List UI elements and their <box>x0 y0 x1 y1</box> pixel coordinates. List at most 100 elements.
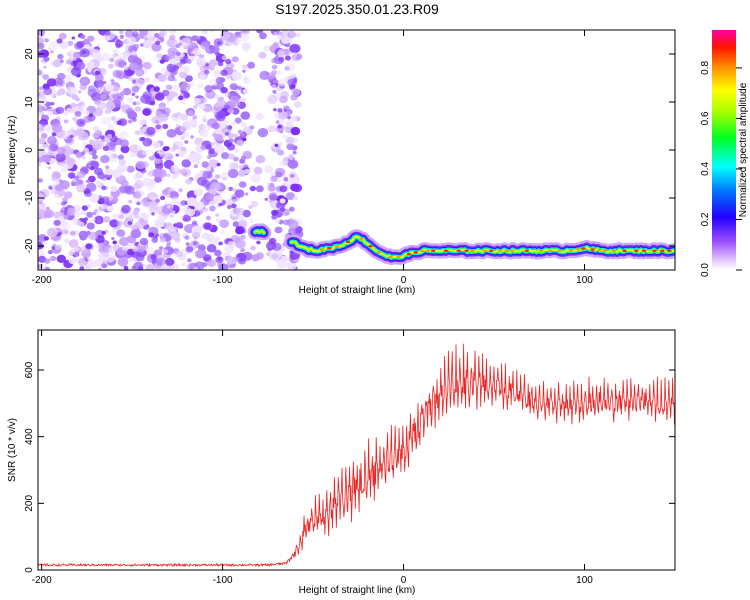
noise-speckle <box>186 59 192 64</box>
noise-speckle <box>70 60 77 67</box>
noise-speckle <box>192 220 197 225</box>
noise-speckle <box>273 42 279 47</box>
noise-speckle <box>127 54 139 64</box>
noise-speckle <box>135 68 145 77</box>
y-tick-label: 200 <box>24 495 35 512</box>
carrier-peak <box>510 249 515 252</box>
noise-speckle <box>98 267 102 270</box>
noise-speckle <box>135 243 147 253</box>
noise-speckle <box>277 78 287 87</box>
noise-speckle <box>38 90 45 98</box>
noise-speckle <box>202 171 210 178</box>
noise-speckle <box>97 101 107 110</box>
noise-speckle <box>38 42 45 49</box>
carrier-peak <box>413 251 418 254</box>
noise-speckle <box>99 135 105 140</box>
noise-speckle <box>161 67 166 72</box>
noise-speckle <box>108 63 114 69</box>
spectrogram-x-axis-label: Height of straight line (km) <box>299 285 416 296</box>
noise-speckle <box>266 252 271 256</box>
noise-speckle <box>225 74 231 79</box>
noise-speckle <box>112 48 119 54</box>
noise-speckle <box>166 173 171 178</box>
noise-speckle <box>143 263 147 267</box>
noise-speckle <box>151 237 158 244</box>
noise-speckle <box>99 196 110 205</box>
x-tick-label: -200 <box>32 575 52 586</box>
noise-speckle <box>201 30 208 35</box>
noise-speckle <box>85 258 89 262</box>
noise-speckle <box>277 178 282 183</box>
noise-speckle <box>111 237 115 240</box>
noise-speckle <box>253 166 263 175</box>
noise-speckle <box>68 251 74 257</box>
noise-speckle <box>209 205 216 212</box>
noise-speckle <box>132 79 137 84</box>
noise-speckle <box>108 247 116 254</box>
noise-speckle <box>189 81 195 87</box>
y-tick-label: -10 <box>24 190 35 205</box>
noise-speckle <box>255 112 264 120</box>
noise-speckle <box>193 241 198 245</box>
noise-speckle <box>217 256 223 261</box>
noise-speckle <box>83 110 90 115</box>
noise-speckle <box>144 202 151 208</box>
noise-speckle <box>242 69 246 73</box>
y-tick-label: 10 <box>24 96 35 108</box>
noise-speckle <box>85 43 91 49</box>
carrier-peak <box>652 249 657 252</box>
noise-speckle <box>235 183 239 187</box>
noise-speckle <box>96 79 105 88</box>
noise-speckle <box>76 118 86 127</box>
noise-speckle <box>179 151 185 158</box>
noise-speckle <box>102 251 110 258</box>
noise-speckle <box>243 78 251 84</box>
noise-speckle <box>94 167 103 176</box>
noise-speckle <box>172 77 177 82</box>
y-tick-label: 0 <box>24 147 35 153</box>
noise-speckle <box>290 183 300 192</box>
noise-speckle <box>116 220 123 226</box>
noise-speckle <box>277 35 283 40</box>
noise-speckle <box>112 69 122 78</box>
noise-speckle <box>86 259 97 269</box>
noise-speckle <box>218 241 223 246</box>
noise-speckle <box>277 108 283 113</box>
noise-speckle <box>238 170 246 177</box>
noise-speckle <box>154 92 165 101</box>
noise-speckle <box>127 221 133 225</box>
noise-speckle <box>238 220 248 228</box>
noise-speckle <box>71 67 82 76</box>
noise-speckle <box>38 234 47 242</box>
noise-speckle <box>147 191 158 201</box>
noise-speckle <box>231 107 240 115</box>
colorbar-tick-label: 0.6 <box>700 111 711 125</box>
noise-speckle <box>179 126 187 132</box>
noise-speckle <box>154 158 161 165</box>
noise-speckle <box>173 205 178 209</box>
x-tick-label: 0 <box>401 575 407 586</box>
noise-speckle <box>268 72 276 79</box>
noise-speckle <box>205 196 210 200</box>
noise-speckle <box>285 63 296 72</box>
noise-speckle <box>240 234 246 240</box>
noise-speckle <box>226 143 236 151</box>
noise-speckle <box>206 155 212 160</box>
noise-speckle <box>284 55 291 61</box>
noise-speckle <box>151 42 162 52</box>
noise-speckle <box>106 205 114 212</box>
carrier-peak <box>419 249 424 252</box>
noise-speckle <box>234 207 245 216</box>
noise-speckle <box>76 128 85 137</box>
noise-speckle <box>240 155 247 161</box>
noise-speckle <box>287 159 299 169</box>
noise-speckle <box>51 123 63 133</box>
noise-speckle <box>77 90 82 94</box>
snr-x-axis-label: Height of straight line (km) <box>299 585 416 596</box>
noise-speckle <box>228 138 234 143</box>
noise-speckle <box>140 55 145 60</box>
noise-speckle <box>205 106 211 111</box>
snr-panel: -200 -100 0 100 0 200 400 600 Height of straigh… <box>7 329 676 596</box>
